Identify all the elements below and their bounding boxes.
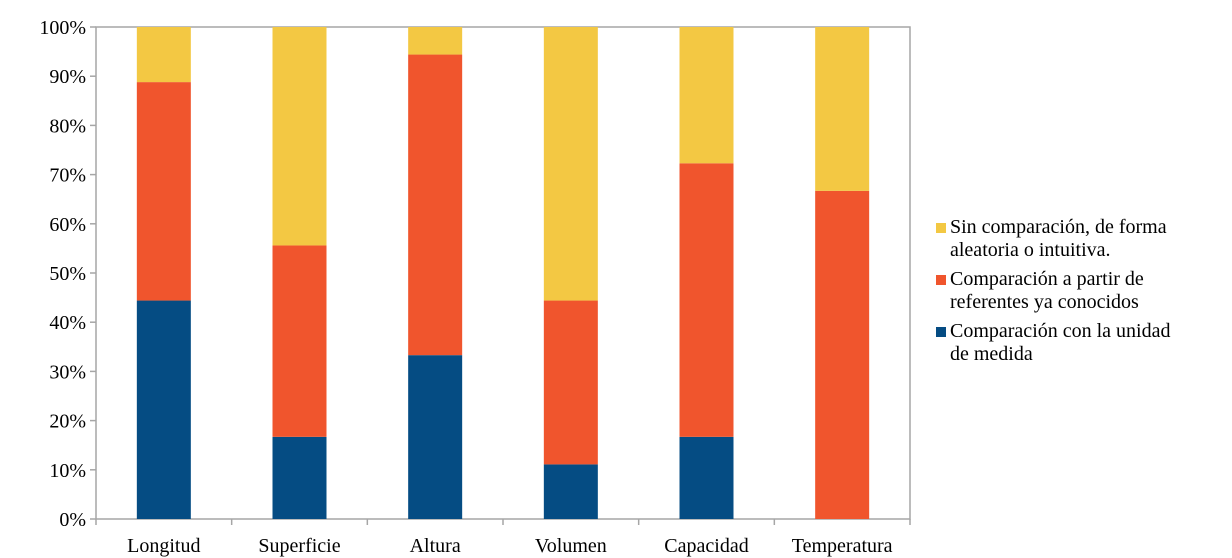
bar-segment-altura-series-1 bbox=[408, 54, 463, 356]
bar-segment-volumen-series-0 bbox=[543, 464, 598, 519]
y-tick-label: 50% bbox=[49, 263, 86, 285]
x-tick-label: Capacidad bbox=[664, 535, 748, 557]
bar-segment-volumen-series-2 bbox=[543, 27, 598, 301]
y-tick-label: 30% bbox=[49, 361, 86, 383]
y-tick-label: 10% bbox=[49, 460, 86, 482]
legend-label: aleatoria o intuitiva. bbox=[950, 239, 1111, 261]
y-tick-label: 80% bbox=[49, 115, 86, 137]
y-tick-label: 20% bbox=[49, 411, 86, 433]
bar-segment-temperatura-series-2 bbox=[815, 27, 870, 191]
bars-group bbox=[136, 27, 870, 519]
legend-label: de medida bbox=[950, 343, 1033, 365]
bar-segment-volumen-series-1 bbox=[543, 300, 598, 465]
y-tick-label: 40% bbox=[49, 312, 86, 334]
y-tick-label: 0% bbox=[59, 509, 86, 531]
y-axis: 0% 10% 20% 30% 40% 50% 60% 70% 80% 90% 100% bbox=[39, 17, 911, 531]
x-tick-label: Altura bbox=[410, 535, 461, 557]
bar-segment-altura-series-2 bbox=[408, 27, 463, 55]
x-tick-label: Superficie bbox=[258, 535, 340, 557]
bar-segment-capacidad-series-1 bbox=[679, 163, 734, 437]
bar-segment-temperatura-series-1 bbox=[815, 190, 870, 519]
legend-swatch bbox=[936, 327, 946, 337]
x-tick-label: Temperatura bbox=[792, 535, 893, 557]
bar-segment-longitud-series-2 bbox=[136, 27, 191, 83]
legend-label: Comparación a partir de bbox=[950, 268, 1144, 290]
x-tick-label: Volumen bbox=[535, 535, 607, 557]
y-tick-label: 90% bbox=[49, 66, 86, 88]
bar-segment-capacidad-series-2 bbox=[679, 27, 734, 164]
bar-segment-superficie-series-2 bbox=[272, 27, 327, 246]
plot-border bbox=[95, 26, 911, 520]
legend-label: Sin comparación, de forma bbox=[950, 216, 1167, 238]
bar-segment-capacidad-series-0 bbox=[679, 436, 734, 519]
bar-segment-longitud-series-0 bbox=[136, 300, 191, 519]
plot-area bbox=[95, 26, 911, 520]
bar-segment-altura-series-0 bbox=[408, 355, 463, 519]
bar-segment-superficie-series-1 bbox=[272, 245, 327, 437]
y-tick-label: 60% bbox=[49, 214, 86, 236]
y-tick-label: 100% bbox=[39, 17, 86, 39]
legend-label: referentes ya conocidos bbox=[950, 291, 1139, 313]
bar-segment-longitud-series-1 bbox=[136, 82, 191, 301]
legend-label: Comparación con la unidad bbox=[950, 320, 1171, 342]
x-axis: Longitud Superficie Altura Volumen Capacidad… bbox=[127, 535, 893, 557]
x-tick-label: Longitud bbox=[127, 535, 200, 557]
bar-segment-superficie-series-0 bbox=[272, 436, 327, 519]
legend-swatch bbox=[936, 275, 946, 285]
legend-swatch bbox=[936, 223, 946, 233]
y-tick-label: 70% bbox=[49, 165, 86, 187]
